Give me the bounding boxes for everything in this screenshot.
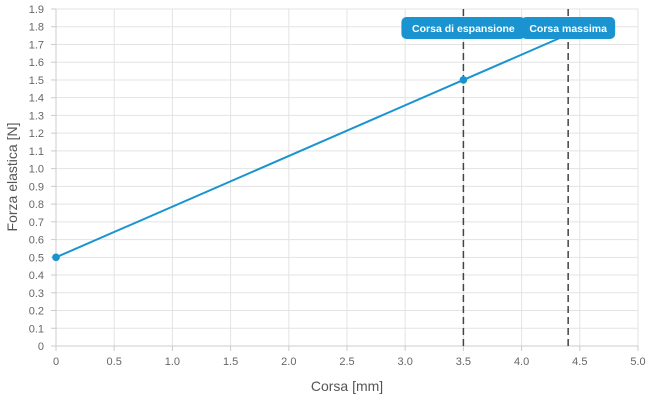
x-tick-label: 3.5 <box>456 356 471 368</box>
y-tick-label: 1.1 <box>29 146 44 158</box>
x-tick-label: 5.0 <box>630 356 645 368</box>
data-point <box>459 76 468 84</box>
y-tick-label: 0.8 <box>29 199 44 211</box>
annotation-label: Corsa massima <box>521 17 616 39</box>
annotation-labels: Corsa di espansione Corsa massima <box>401 17 616 39</box>
x-axis-title: Corsa [mm] <box>311 378 383 394</box>
y-tick-label: 0.7 <box>29 217 44 229</box>
annotation-label: Corsa di espansione <box>401 17 526 39</box>
y-tick-label: 0.1 <box>29 323 44 335</box>
x-tick-label: 0.5 <box>107 356 122 368</box>
y-tick-label: 1.4 <box>29 93 44 105</box>
x-tick-label: 2.0 <box>281 356 296 368</box>
annotation-label-text: Corsa massima <box>529 23 607 35</box>
annotation-label-text: Corsa di espansione <box>412 23 515 35</box>
y-tick-label: 0.9 <box>29 181 44 193</box>
x-tick-label: 3.0 <box>398 356 413 368</box>
y-tick-label: 0.6 <box>29 235 44 247</box>
x-axis-ticks: 0 0.5 1.0 1.5 2.0 2.5 3.0 3.5 4.0 4.5 5.0 <box>53 346 646 368</box>
x-tick-label: 1.5 <box>223 356 238 368</box>
y-tick-label: 1.5 <box>29 75 44 87</box>
y-tick-label: 1.7 <box>29 39 44 51</box>
y-tick-label: 1.6 <box>29 57 44 69</box>
y-tick-label: 0 <box>38 341 44 353</box>
annotation-label-box <box>521 17 616 39</box>
y-tick-label: 0.2 <box>29 306 44 318</box>
x-tick-label: 4.5 <box>572 356 587 368</box>
x-tick-label: 2.5 <box>339 356 354 368</box>
series-line <box>55 33 569 259</box>
x-tick-label: 1.0 <box>165 356 180 368</box>
annotation-label-box <box>401 17 526 39</box>
annotation-lines <box>462 9 569 346</box>
y-tick-label: 1.8 <box>29 22 44 34</box>
y-tick-label: 1.3 <box>29 110 44 122</box>
y-tick-label: 0.5 <box>29 252 44 264</box>
y-tick-label: 0.3 <box>29 288 44 300</box>
y-tick-label: 0.4 <box>29 270 44 282</box>
x-tick-label: 0 <box>53 356 59 368</box>
y-tick-label: 1.9 <box>29 4 44 16</box>
grid <box>55 8 639 347</box>
data-point <box>52 253 60 262</box>
y-axis-ticks: 0 0.1 0.2 0.3 0.4 0.5 0.6 0.7 0.8 0.9 1.0 1.1 1.2 1.3… <box>29 4 56 353</box>
x-tick-label: 4.0 <box>514 356 529 368</box>
y-axis-title: Forza elastica [N] <box>4 123 20 232</box>
y-tick-label: 1.2 <box>29 128 44 140</box>
y-tick-label: 1.0 <box>29 164 44 176</box>
series <box>52 33 569 262</box>
